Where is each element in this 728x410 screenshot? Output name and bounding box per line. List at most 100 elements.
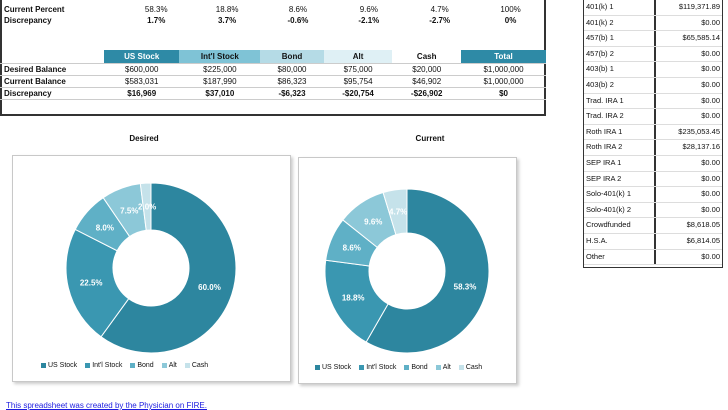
cell[interactable]: 1.7% [147,16,166,25]
account-name[interactable]: Roth IRA 2 [584,140,656,155]
account-amount[interactable]: $8,618.05 [686,220,720,230]
row-label[interactable]: Current Percent [4,5,65,14]
account-amount[interactable]: $0.00 [701,79,720,89]
cell[interactable]: 100% [500,5,521,14]
account-amount[interactable]: $0.00 [701,64,720,74]
account-name[interactable]: 457(b) 1 [584,31,656,46]
account-amount[interactable]: $65,585.14 [682,33,720,43]
account-row: 457(b) 2 $0.00 [584,46,722,63]
cell[interactable]: $16,969 [104,87,180,100]
account-row: Other $0.00 [584,249,722,266]
account-amount[interactable]: $0.00 [701,48,720,58]
current-donut: 58.3% 18.8% 8.6% 9.6% 4.7% [324,188,490,354]
legend-label: Bond [411,364,428,371]
account-name[interactable]: Crowdfunded [584,218,656,233]
cell[interactable]: 58.3% [144,5,168,14]
account-amount[interactable]: $0.00 [701,111,720,121]
cell[interactable]: 3.7% [217,16,237,25]
current-chart[interactable]: 58.3% 18.8% 8.6% 9.6% 4.7% US Stock Int'l Sto… [298,157,517,384]
account-name[interactable]: 401(k) 2 [584,15,656,31]
cell[interactable]: -$6,323 [260,87,324,100]
legend-item: US Stock [41,362,77,369]
account-name[interactable]: SEP IRA 1 [584,155,656,171]
cell[interactable]: $225,000 [179,63,261,76]
cell[interactable]: $600,000 [104,63,180,76]
slice-us-stock[interactable] [100,182,237,354]
cell[interactable]: $37,010 [179,87,261,100]
cell[interactable]: 8.6% [288,5,308,14]
cell[interactable]: -0.6% [287,16,309,25]
legend-item: Int'l Stock [359,364,396,371]
account-name[interactable]: Roth IRA 1 [584,124,656,140]
account-amount[interactable]: $0.00 [701,204,720,214]
account-amount[interactable]: $28,137.16 [682,142,720,152]
legend-item: Cash [458,364,482,371]
cell[interactable]: 0% [504,16,517,25]
account-amount[interactable]: $0.00 [701,157,720,167]
legend-label: Alt [168,362,177,369]
slice-int-l-stock[interactable] [65,228,130,338]
row-label[interactable]: Discrepancy [0,87,104,100]
creator-link[interactable]: This spreadsheet was created by the Phys… [6,401,207,410]
row-label[interactable]: Current Balance [0,75,104,88]
cell[interactable]: $0 [461,87,546,100]
account-amount[interactable]: $6,814.05 [686,235,720,245]
cell[interactable]: $187,990 [179,75,261,88]
account-name[interactable]: 403(b) 2 [584,77,656,93]
cell[interactable]: -2.7% [429,16,451,25]
account-name[interactable]: Solo-401(k) 1 [584,187,656,202]
legend-swatch [130,362,136,368]
account-name[interactable]: 457(b) 2 [584,46,656,62]
cell[interactable]: $20,000 [392,63,462,76]
row-label[interactable]: Desired Balance [0,63,104,76]
cell[interactable]: -$20,754 [323,87,393,100]
cell[interactable]: 9.6% [359,5,378,14]
cell[interactable]: $583,031 [104,75,180,88]
slice-us-stock[interactable] [365,188,490,354]
header-cash[interactable]: Cash [392,50,462,64]
account-name[interactable]: 403(b) 1 [584,62,656,77]
legend-label: Int'l Stock [92,362,123,369]
current-balance-row: Current Balance $583,031 $187,990 $86,32… [0,75,546,88]
current-percent-row: Current Percent 58.3% 18.8% 8.6% 9.6% 4.… [0,4,546,15]
account-amount[interactable]: $0.00 [701,173,720,183]
row-label[interactable]: Discrepancy [4,16,52,25]
account-amount[interactable]: $0.00 [701,189,720,199]
cell[interactable]: 18.8% [215,5,239,14]
account-name[interactable]: Other [584,249,656,265]
account-name[interactable]: Trad. IRA 2 [584,109,656,124]
slice-cash[interactable] [139,182,152,231]
account-row: Solo-401(k) 2 $0.00 [584,202,722,219]
account-name[interactable]: SEP IRA 2 [584,171,656,187]
account-amount[interactable]: $235,053.45 [678,126,720,136]
account-name[interactable]: H.S.A. [584,233,656,249]
account-amount[interactable]: $0.00 [701,251,720,261]
cell[interactable]: $46,902 [392,75,462,88]
account-amount[interactable]: $0.00 [701,95,720,105]
cell[interactable]: $80,000 [260,63,324,76]
cell[interactable]: 4.7% [430,5,449,14]
account-name[interactable]: Trad. IRA 1 [584,93,656,109]
account-amount[interactable]: $0.00 [701,17,720,27]
account-name[interactable]: 401(k) 1 [584,0,656,15]
header-us-stock[interactable]: US Stock [104,50,180,64]
cell[interactable]: $1,000,000 [461,75,546,88]
cell[interactable]: $75,000 [323,63,393,76]
legend-item: US Stock [315,364,351,371]
corner-cell[interactable] [0,50,104,64]
cell[interactable]: $95,754 [323,75,393,88]
cell[interactable]: -2.1% [358,16,380,25]
legend-item: Alt [161,362,177,369]
header-bond[interactable]: Bond [260,50,324,64]
cell[interactable]: $1,000,000 [461,63,546,76]
slice-label: 4.7% [389,208,407,217]
cell[interactable]: -$26,902 [392,87,462,100]
header-alt[interactable]: Alt [323,50,393,64]
slice-cash[interactable] [382,188,408,236]
header-intl-stock[interactable]: Int'l Stock [179,50,261,64]
cell[interactable]: $86,323 [260,75,324,88]
account-amount[interactable]: $119,371.89 [678,2,720,11]
header-total[interactable]: Total [461,50,546,64]
account-name[interactable]: Solo-401(k) 2 [584,202,656,218]
desired-chart[interactable]: 60.0% 22.5% 8.0% 7.5% 2.0% US Stock Int'l Sto… [12,155,291,382]
